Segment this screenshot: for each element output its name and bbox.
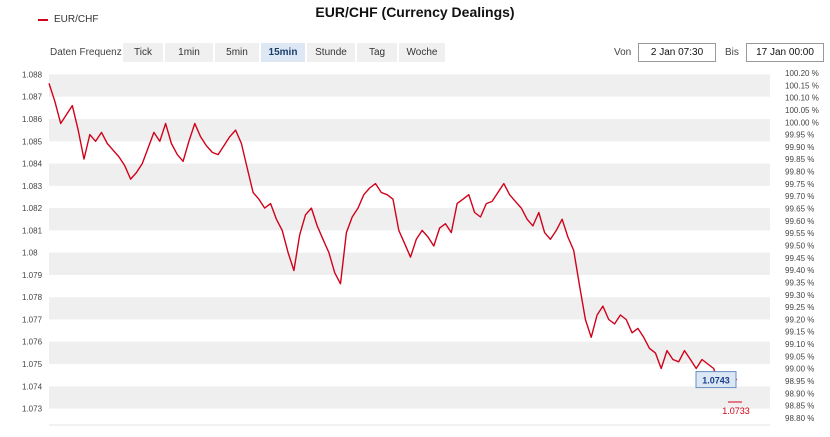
last-value-badge <box>695 371 737 389</box>
grid-band <box>49 341 770 364</box>
grid-band <box>49 119 770 142</box>
y-tick-label: 1.073 <box>22 405 43 414</box>
frequency-label: Daten Frequenz <box>50 47 122 58</box>
y-tick-label: 1.079 <box>22 271 43 280</box>
right-tick-label: 99.20 % <box>785 315 814 324</box>
series-line-eurchf <box>48 83 738 387</box>
right-tick-label: 99.70 % <box>785 192 814 201</box>
grid-band <box>49 74 770 97</box>
right-tick-label: 99.40 % <box>785 266 814 275</box>
reference-value-label: 1.0733 <box>722 406 750 416</box>
to-label: Bis <box>725 47 739 58</box>
right-tick-label: 100.00 % <box>785 118 819 127</box>
tab-stunde[interactable]: Stunde <box>307 43 355 62</box>
right-tick-label: 99.65 % <box>785 205 814 214</box>
tab-tag[interactable]: Tag <box>357 43 397 62</box>
right-tick-label: 99.60 % <box>785 217 814 226</box>
from-label: Von <box>614 47 632 58</box>
last-value-annotations: 1.0743 1.0733 <box>695 371 750 416</box>
right-tick-label: 99.00 % <box>785 365 814 374</box>
right-tick-label: 99.10 % <box>785 340 814 349</box>
tab-15min[interactable]: 15min <box>261 43 305 62</box>
right-tick-label: 100.05 % <box>785 106 819 115</box>
y-tick-label: 1.075 <box>22 360 43 369</box>
y-tick-label: 1.083 <box>22 182 43 191</box>
right-tick-label: 98.95 % <box>785 377 814 386</box>
chart-title: EUR/CHF (Currency Dealings) <box>315 4 515 20</box>
chart-legend: EUR/CHF <box>38 14 98 25</box>
tab-1min[interactable]: 1min <box>165 43 213 62</box>
series-layer <box>48 83 738 387</box>
y-tick-label: 1.084 <box>22 160 43 169</box>
right-tick-label: 99.75 % <box>785 180 814 189</box>
right-tick-label: 99.95 % <box>785 131 814 140</box>
grid-band <box>49 297 770 320</box>
y-tick-label: 1.076 <box>22 338 43 347</box>
right-tick-label: 98.80 % <box>785 414 814 423</box>
tab-woche[interactable]: Woche <box>399 43 445 62</box>
grid-band <box>49 386 770 409</box>
grid-band <box>49 252 770 275</box>
y-tick-label: 1.074 <box>22 382 43 391</box>
last-value-label: 1.0743 <box>702 376 730 386</box>
right-tick-label: 99.30 % <box>785 291 814 300</box>
tab-5min[interactable]: 5min <box>215 43 259 62</box>
from-date-field[interactable]: 2 Jan 07:30 <box>638 43 716 62</box>
grid-band <box>49 208 770 231</box>
right-tick-label: 98.90 % <box>785 389 814 398</box>
chart-bands <box>49 74 770 426</box>
left-axis: 1.0881.0871.0861.0851.0841.0831.0821.081… <box>22 70 43 413</box>
right-tick-label: 98.85 % <box>785 402 814 411</box>
right-tick-label: 99.90 % <box>785 143 814 152</box>
grid-band <box>49 163 770 186</box>
right-tick-label: 100.20 % <box>785 69 819 78</box>
tab-tick[interactable]: Tick <box>123 43 163 62</box>
y-tick-label: 1.078 <box>22 293 43 302</box>
y-tick-label: 1.087 <box>22 93 43 102</box>
right-tick-label: 99.85 % <box>785 155 814 164</box>
legend-label: EUR/CHF <box>54 14 99 25</box>
right-tick-label: 100.10 % <box>785 94 819 103</box>
right-tick-label: 99.55 % <box>785 229 814 238</box>
y-tick-label: 1.086 <box>22 115 43 124</box>
y-tick-label: 1.085 <box>22 137 43 146</box>
y-tick-label: 1.082 <box>22 204 43 213</box>
right-axis: 100.20 % 100.15 % 100.10 % 100.05 % 100.00 %… <box>785 69 819 423</box>
right-tick-label: 99.15 % <box>785 328 814 337</box>
legend-swatch <box>38 18 48 21</box>
y-tick-label: 1.088 <box>22 70 43 79</box>
y-tick-label: 1.08 <box>22 249 38 258</box>
right-tick-label: 99.35 % <box>785 278 814 287</box>
right-tick-label: 99.80 % <box>785 168 814 177</box>
y-tick-label: 1.077 <box>22 315 43 324</box>
frequency-tabs: Tick 1min 5min 15min Stunde Tag Woche <box>123 43 447 62</box>
y-tick-label: 1.081 <box>22 226 43 235</box>
right-tick-label: 99.50 % <box>785 241 814 250</box>
right-tick-label: 99.25 % <box>785 303 814 312</box>
to-date-field[interactable]: 17 Jan 00:00 <box>746 43 824 62</box>
right-tick-label: 99.45 % <box>785 254 814 263</box>
right-tick-label: 100.15 % <box>785 81 819 90</box>
right-tick-label: 99.05 % <box>785 352 814 361</box>
